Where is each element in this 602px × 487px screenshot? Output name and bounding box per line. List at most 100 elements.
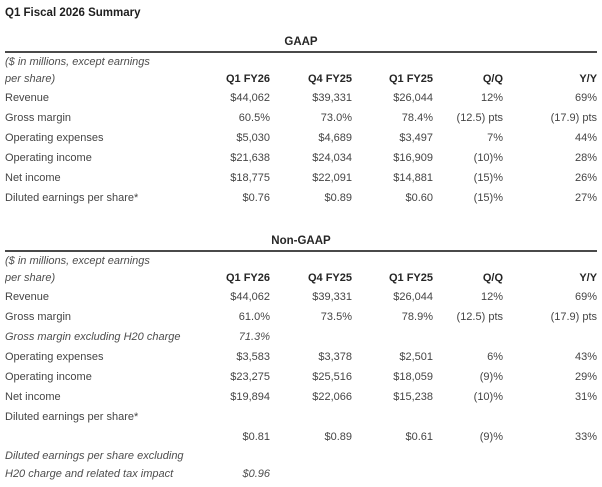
cell-value: 26% bbox=[575, 172, 598, 184]
cell-value: $16,909 bbox=[393, 152, 433, 164]
column-header-row: per share) Q1 FY26 Q4 FY25 Q1 FY25 Q/Q Y/Y bbox=[5, 269, 597, 287]
cell-value: $22,066 bbox=[312, 391, 352, 403]
table-row: Diluted earnings per share* $0.76 $0.89 $0.… bbox=[5, 188, 597, 208]
cell-value: $24,034 bbox=[312, 152, 352, 164]
cell-value: $0.61 bbox=[405, 431, 433, 443]
table-row: Net income $18,775 $22,091 $14,881 (15)% 26% bbox=[5, 168, 597, 188]
cell-value: $4,689 bbox=[318, 132, 352, 144]
column-header: Q/Q bbox=[482, 73, 503, 85]
cell-value: $18,059 bbox=[393, 371, 433, 383]
cell-value: 69% bbox=[575, 291, 598, 303]
cell-value: $19,894 bbox=[230, 391, 270, 403]
cell-value: $39,331 bbox=[312, 291, 352, 303]
cell-value: $3,378 bbox=[318, 351, 352, 363]
cell-value: 73.0% bbox=[320, 112, 352, 124]
cell-value: 43% bbox=[575, 351, 598, 363]
cell-value: $44,062 bbox=[230, 291, 270, 303]
row-label: Operating expenses bbox=[5, 351, 104, 363]
cell-value bbox=[270, 327, 352, 347]
cell-value: $39,331 bbox=[312, 92, 352, 104]
cell-value: 6% bbox=[487, 351, 503, 363]
cell-value: 7% bbox=[487, 132, 503, 144]
table-row: Revenue $44,062 $39,331 $26,044 12% 69% bbox=[5, 88, 597, 108]
cell-value bbox=[190, 407, 270, 427]
cell-value: (15)% bbox=[473, 192, 503, 204]
cell-value bbox=[190, 447, 270, 465]
cell-value: $3,497 bbox=[399, 132, 433, 144]
cell-value: (15)% bbox=[473, 172, 503, 184]
cell-value: 78.9% bbox=[401, 311, 433, 323]
column-header: Y/Y bbox=[579, 73, 598, 85]
column-header: Q4 FY25 bbox=[307, 272, 352, 284]
row-label: Operating income bbox=[5, 152, 92, 164]
cell-value: $18,775 bbox=[230, 172, 270, 184]
cell-value: $22,091 bbox=[312, 172, 352, 184]
row-label: Revenue bbox=[5, 92, 50, 104]
cell-value: $5,030 bbox=[236, 132, 270, 144]
row-label: Gross margin bbox=[5, 311, 72, 323]
cell-value: 71.3% bbox=[238, 331, 270, 343]
units-note-line2: per share) bbox=[5, 73, 56, 85]
cell-value: 61.0% bbox=[238, 311, 270, 323]
table-row: Gross margin 61.0% 73.5% 78.9% (12.5) pts (17… bbox=[5, 307, 597, 327]
cell-value: 69% bbox=[575, 92, 598, 104]
cell-value: 44% bbox=[575, 132, 598, 144]
table-row: Gross margin excluding H20 charge 71.3% bbox=[5, 327, 597, 347]
summary-sections: GAAP ($ in millions, except earnings per… bbox=[5, 36, 602, 483]
cell-value: (10)% bbox=[473, 391, 503, 403]
column-header-row: per share) Q1 FY26 Q4 FY25 Q1 FY25 Q/Q Y/Y bbox=[5, 70, 597, 88]
cell-value: $0.89 bbox=[324, 431, 352, 443]
table-row: Operating income $23,275 $25,516 $18,059 (9)… bbox=[5, 367, 597, 387]
cell-value: $3,583 bbox=[236, 351, 270, 363]
cell-value: $0.81 bbox=[242, 431, 270, 443]
column-header: Y/Y bbox=[579, 272, 598, 284]
cell-value: (9)% bbox=[479, 371, 503, 383]
section-non-gaap: Non-GAAP ($ in millions, except earnings… bbox=[5, 235, 602, 483]
cell-value bbox=[352, 407, 433, 427]
section-title: Non-GAAP bbox=[271, 235, 331, 247]
row-label: Net income bbox=[5, 391, 61, 403]
column-header: Q1 FY25 bbox=[388, 73, 433, 85]
cell-value: 28% bbox=[575, 152, 598, 164]
row-label: Operating expenses bbox=[5, 132, 104, 144]
cell-value: 12% bbox=[480, 92, 503, 104]
row-label: H20 charge and related tax impact bbox=[5, 468, 174, 480]
cell-value: $0.89 bbox=[324, 192, 352, 204]
cell-value: (17.9) pts bbox=[550, 112, 598, 124]
row-label: Operating income bbox=[5, 371, 92, 383]
row-label: Diluted earnings per share* bbox=[5, 192, 139, 204]
section-title: GAAP bbox=[284, 36, 318, 48]
table-row: Net income $19,894 $22,066 $15,238 (10)% 31% bbox=[5, 387, 597, 407]
units-note-line1: ($ in millions, except earnings bbox=[5, 55, 150, 68]
cell-value: $25,516 bbox=[312, 371, 352, 383]
cell-value bbox=[352, 447, 433, 465]
cell-value bbox=[433, 447, 503, 465]
table-row: Operating expenses $5,030 $4,689 $3,497 7% 44… bbox=[5, 128, 597, 148]
financial-table: ($ in millions, except earnings per shar… bbox=[5, 250, 598, 483]
cell-value: 73.5% bbox=[320, 311, 352, 323]
cell-value bbox=[433, 327, 503, 347]
cell-value bbox=[503, 447, 597, 465]
table-row: Gross margin 60.5% 73.0% 78.4% (12.5) pts (17… bbox=[5, 108, 597, 128]
cell-value: $26,044 bbox=[393, 92, 433, 104]
cell-value: 12% bbox=[480, 291, 503, 303]
cell-value bbox=[503, 407, 597, 427]
row-label bbox=[5, 427, 190, 447]
table-row: Diluted earnings per share excluding bbox=[5, 447, 597, 465]
cell-value: $23,275 bbox=[230, 371, 270, 383]
cell-value bbox=[503, 465, 597, 483]
cell-value: (10)% bbox=[473, 152, 503, 164]
row-label: Diluted earnings per share* bbox=[5, 411, 139, 423]
cell-value: $44,062 bbox=[230, 92, 270, 104]
cell-value: (12.5) pts bbox=[456, 311, 503, 323]
units-note-row: ($ in millions, except earnings bbox=[5, 52, 597, 70]
financial-table: ($ in millions, except earnings per shar… bbox=[5, 51, 598, 208]
page-title: Q1 Fiscal 2026 Summary bbox=[5, 7, 141, 19]
column-header: Q4 FY25 bbox=[307, 73, 352, 85]
table-row: H20 charge and related tax impact $0.96 bbox=[5, 465, 597, 483]
cell-value: 60.5% bbox=[238, 112, 270, 124]
column-header: Q/Q bbox=[482, 272, 503, 284]
column-header: Q1 FY26 bbox=[225, 73, 270, 85]
cell-value: $21,638 bbox=[230, 152, 270, 164]
row-label: Net income bbox=[5, 172, 61, 184]
